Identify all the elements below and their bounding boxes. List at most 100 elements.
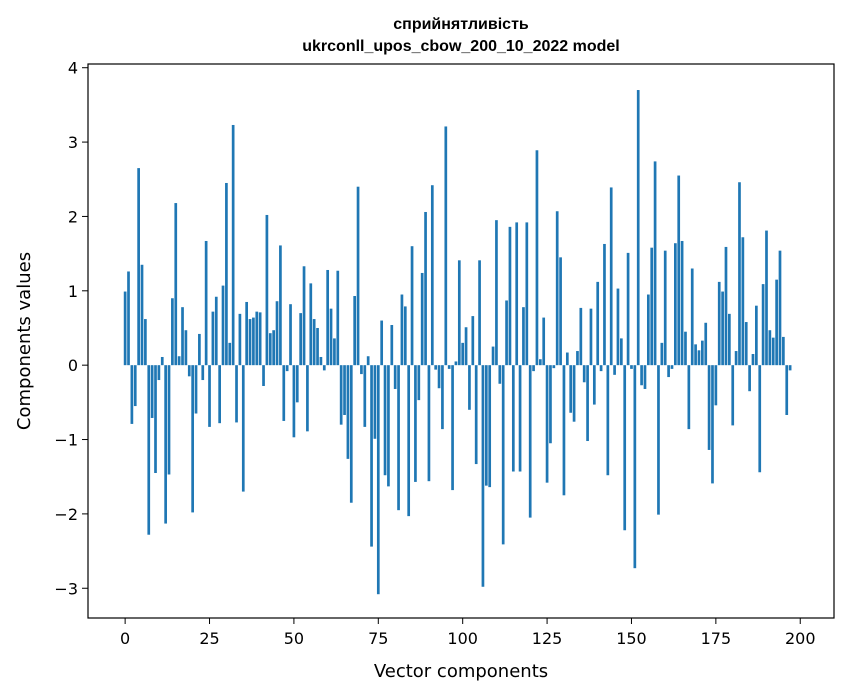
- bar-131: [565, 352, 569, 366]
- bar-106: [481, 365, 485, 587]
- y-tick-label: −2: [54, 505, 78, 524]
- bar-31: [228, 342, 232, 366]
- bar-93: [437, 365, 441, 389]
- x-tick-label: 100: [447, 629, 478, 648]
- y-tick-label: 3: [68, 133, 78, 152]
- bar-151: [633, 365, 637, 569]
- bar-54: [306, 365, 309, 432]
- bar-136: [582, 365, 586, 383]
- bar-0: [123, 291, 127, 366]
- bar-188: [758, 365, 762, 473]
- bar-142: [603, 243, 606, 366]
- bar-75: [376, 365, 380, 595]
- bar-117: [518, 365, 522, 472]
- bar-27: [214, 296, 218, 366]
- x-tick-label: 125: [532, 629, 563, 648]
- y-tick-label: −3: [54, 579, 78, 598]
- bar-173: [707, 365, 711, 450]
- y-tick-label: −1: [54, 431, 78, 450]
- bar-105: [478, 260, 481, 366]
- bar-41: [262, 365, 265, 386]
- bar-191: [768, 330, 772, 366]
- bar-15: [174, 203, 178, 366]
- bar-127: [552, 365, 556, 369]
- bar-158: [657, 365, 660, 515]
- bar-115: [511, 365, 515, 472]
- y-axis-label: Components values: [14, 252, 35, 430]
- bar-166: [684, 331, 687, 366]
- bar-103: [471, 316, 475, 366]
- bar-146: [616, 288, 620, 366]
- bar-100: [461, 342, 465, 366]
- bar-154: [643, 365, 647, 389]
- bar-148: [623, 365, 627, 531]
- bar-80: [393, 365, 397, 389]
- bar-62: [333, 338, 336, 366]
- bar-23: [201, 365, 205, 381]
- x-tick-label: 200: [785, 629, 816, 648]
- bar-89: [424, 211, 427, 366]
- bar-141: [599, 365, 603, 372]
- bar-195: [782, 336, 785, 366]
- bar-53: [302, 266, 306, 366]
- bar-175: [714, 365, 718, 406]
- bar-70: [360, 365, 363, 375]
- bar-7: [147, 365, 151, 535]
- bar-52: [299, 313, 303, 366]
- bar-25: [208, 365, 211, 427]
- bar-44: [272, 330, 276, 366]
- bar-156: [650, 247, 654, 366]
- bar-29: [221, 285, 225, 366]
- bar-184: [744, 322, 748, 366]
- bar-113: [505, 300, 508, 366]
- bar-186: [751, 354, 755, 366]
- y-tick-label: 1: [68, 282, 78, 301]
- bar-185: [748, 365, 751, 392]
- bar-190: [765, 230, 768, 366]
- bar-90: [427, 365, 431, 482]
- y-tick-label: 4: [68, 59, 78, 78]
- bar-12: [164, 365, 167, 524]
- bar-67: [349, 365, 353, 503]
- bar-112: [501, 365, 505, 545]
- bar-187: [755, 305, 758, 366]
- y-axis-ticks: −3 −2 −1 0 1 2 3 4: [54, 59, 88, 598]
- x-axis-label: Vector components: [374, 661, 548, 682]
- bar-38: [252, 317, 255, 366]
- bar-45: [275, 301, 279, 366]
- bar-96: [447, 365, 451, 369]
- bar-56: [312, 319, 316, 366]
- bar-78: [387, 365, 390, 487]
- bar-34: [238, 313, 242, 366]
- bar-92: [434, 365, 438, 370]
- chart-title: сприйнятливість: [393, 16, 529, 33]
- bar-5: [140, 264, 144, 366]
- bar-81: [397, 365, 400, 511]
- bar-180: [731, 365, 735, 426]
- bar-181: [734, 351, 738, 366]
- bars-group: [123, 90, 792, 595]
- bar-116: [515, 222, 519, 366]
- bar-35: [241, 365, 245, 492]
- bar-137: [586, 365, 589, 442]
- x-tick-label: 25: [199, 629, 219, 648]
- bar-88: [420, 272, 424, 366]
- y-tick-label: 0: [68, 356, 78, 375]
- bar-11: [160, 356, 164, 366]
- bar-60: [326, 269, 330, 366]
- bar-74: [373, 365, 377, 439]
- bar-85: [410, 246, 414, 366]
- bar-155: [646, 294, 650, 366]
- bar-36: [245, 301, 248, 366]
- bar-71: [363, 365, 367, 427]
- x-tick-label: 0: [120, 629, 130, 648]
- bar-77: [383, 365, 387, 476]
- bar-40: [258, 312, 262, 366]
- bar-124: [542, 317, 546, 366]
- bar-46: [279, 245, 282, 366]
- bar-128: [555, 211, 559, 366]
- bar-129: [559, 257, 562, 366]
- bar-24: [204, 240, 208, 366]
- bar-172: [704, 322, 708, 366]
- bar-130: [562, 365, 566, 496]
